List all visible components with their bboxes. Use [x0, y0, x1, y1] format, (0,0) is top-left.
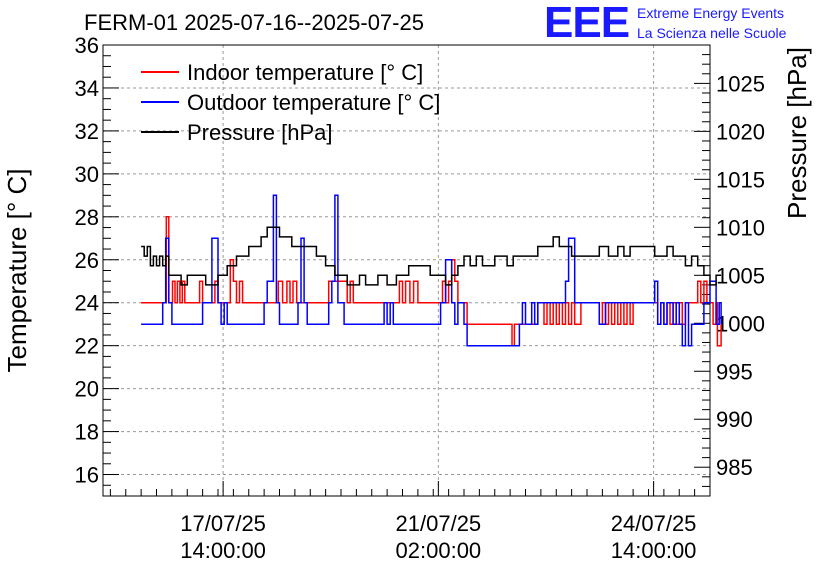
- y-tick-label: 30: [75, 162, 99, 187]
- y-right-tick-label: 985: [716, 455, 753, 480]
- series-line-1: [141, 194, 722, 347]
- x-tick-label-date: 17/07/25: [180, 511, 266, 536]
- legend-label-1: Outdoor temperature [° C]: [187, 90, 440, 115]
- legend-label-0: Indoor temperature [° C]: [187, 60, 423, 85]
- x-tick-label-date: 21/07/25: [396, 511, 482, 536]
- logo-line-2: La Scienza nelle Scuole: [637, 25, 787, 41]
- y-tick-label: 20: [75, 377, 99, 402]
- x-tick-label-time: 14:00:00: [611, 538, 697, 563]
- x-tick-label-time: 02:00:00: [396, 538, 482, 563]
- y-tick-label: 18: [75, 420, 99, 445]
- y-axis-title: Temperature [° C]: [2, 168, 32, 372]
- logo-line-1: Extreme Energy Events: [637, 5, 785, 21]
- y-tick-label: 36: [75, 33, 99, 58]
- y-tick-label: 28: [75, 205, 99, 230]
- x-tick-label-time: 14:00:00: [180, 538, 266, 563]
- y-tick-label: 22: [75, 334, 99, 359]
- y-right-tick-label: 1000: [716, 311, 765, 336]
- series-line-0: [141, 216, 722, 347]
- series-line-2: [141, 226, 722, 286]
- y-right-axis-title: Pressure [hPa]: [782, 47, 812, 219]
- y-right-tick-label: 1025: [716, 71, 765, 96]
- y-right-tick-label: 990: [716, 407, 753, 432]
- y-tick-label: 16: [75, 463, 99, 488]
- chart-title: FERM-01 2025-07-16--2025-07-25: [84, 10, 424, 35]
- legend-label-2: Pressure [hPa]: [187, 120, 333, 145]
- y-right-tick-label: 995: [716, 359, 753, 384]
- y-right-tick-label: 1010: [716, 215, 765, 240]
- y-right-tick-label: 1015: [716, 167, 765, 192]
- y-tick-label: 34: [75, 76, 99, 101]
- x-tick-label-date: 24/07/25: [611, 511, 697, 536]
- y-right-tick-label: 1005: [716, 263, 765, 288]
- y-tick-label: 24: [75, 291, 99, 316]
- y-tick-label: 26: [75, 248, 99, 273]
- y-right-tick-label: 1020: [716, 119, 765, 144]
- eee-logo: EEE: [544, 0, 630, 47]
- y-tick-label: 32: [75, 119, 99, 144]
